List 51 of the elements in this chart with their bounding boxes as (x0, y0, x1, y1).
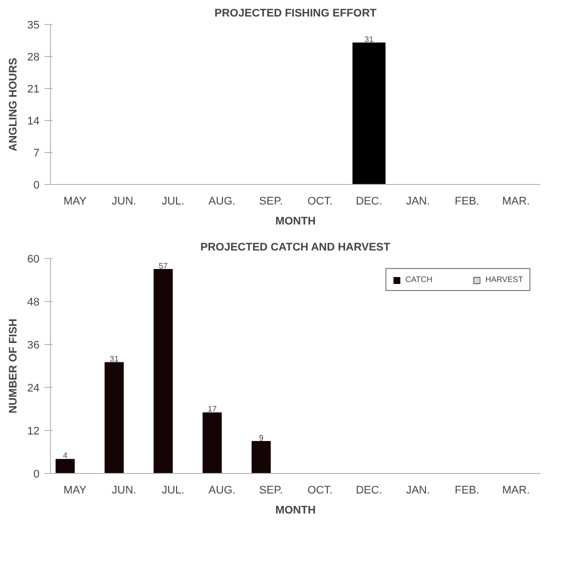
x-tick-label: MAR. (502, 196, 530, 208)
x-tick-label: DEC. (356, 196, 382, 208)
x-tick-label: JUL. (162, 196, 184, 208)
x-tick-label: AUG. (208, 484, 236, 496)
y-tick-label: 28 (27, 52, 40, 64)
x-tick-label: MAY (63, 196, 88, 208)
y-axis-title: ANGLING HOURS (7, 58, 20, 152)
y-tick-label: 36 (27, 340, 40, 352)
x-tick-label: JUN. (112, 484, 136, 496)
x-tick-label: DEC. (356, 484, 382, 496)
y-tick-label: 0 (33, 468, 40, 480)
y-tick-label: 21 (27, 84, 40, 96)
bar (154, 269, 173, 474)
legend-label: CATCH (405, 275, 432, 284)
x-axis-title: MONTH (275, 504, 316, 516)
bar (252, 441, 271, 474)
x-tick-label: JAN. (406, 484, 430, 496)
data-label: 17 (208, 404, 218, 414)
y-tick-label: 24 (27, 382, 40, 394)
x-tick-label: OCT. (307, 484, 333, 496)
data-label: 31 (110, 354, 120, 364)
x-tick-label: SEP. (259, 484, 283, 496)
chart-title: PROJECTED CATCH AND HARVEST (200, 242, 391, 254)
data-label: 57 (158, 261, 168, 270)
y-tick-label: 60 (27, 254, 40, 266)
y-tick-label: 12 (27, 426, 40, 438)
data-label: 31 (364, 34, 374, 44)
y-tick-label: 35 (27, 20, 40, 32)
chart-title: PROJECTED FISHING EFFORT (214, 8, 377, 20)
data-label: 9 (258, 433, 264, 442)
data-label: 4 (62, 451, 68, 460)
x-tick-label: MAR. (502, 484, 530, 496)
x-tick-label: FEB. (454, 196, 480, 208)
x-axis-title: MONTH (275, 216, 316, 228)
x-tick-label: MAY (63, 484, 88, 496)
x-tick-label: JUL. (162, 484, 184, 496)
bar (202, 412, 222, 474)
y-tick-label: 14 (27, 116, 40, 128)
bar (104, 362, 124, 474)
y-tick-label: 48 (27, 296, 40, 308)
x-tick-label: JUN. (112, 196, 136, 208)
legend-label: HARVEST (485, 275, 523, 284)
y-tick-label: 7 (33, 148, 40, 160)
x-tick-label: JAN. (406, 196, 430, 208)
y-tick-label: 0 (33, 180, 40, 192)
bar (56, 458, 75, 474)
x-tick-label: FEB. (454, 484, 480, 496)
x-tick-label: AUG. (208, 196, 236, 208)
y-axis-title: NUMBER OF FISH (7, 318, 20, 414)
x-tick-label: SEP. (259, 196, 283, 208)
x-tick-label: OCT. (307, 196, 333, 208)
